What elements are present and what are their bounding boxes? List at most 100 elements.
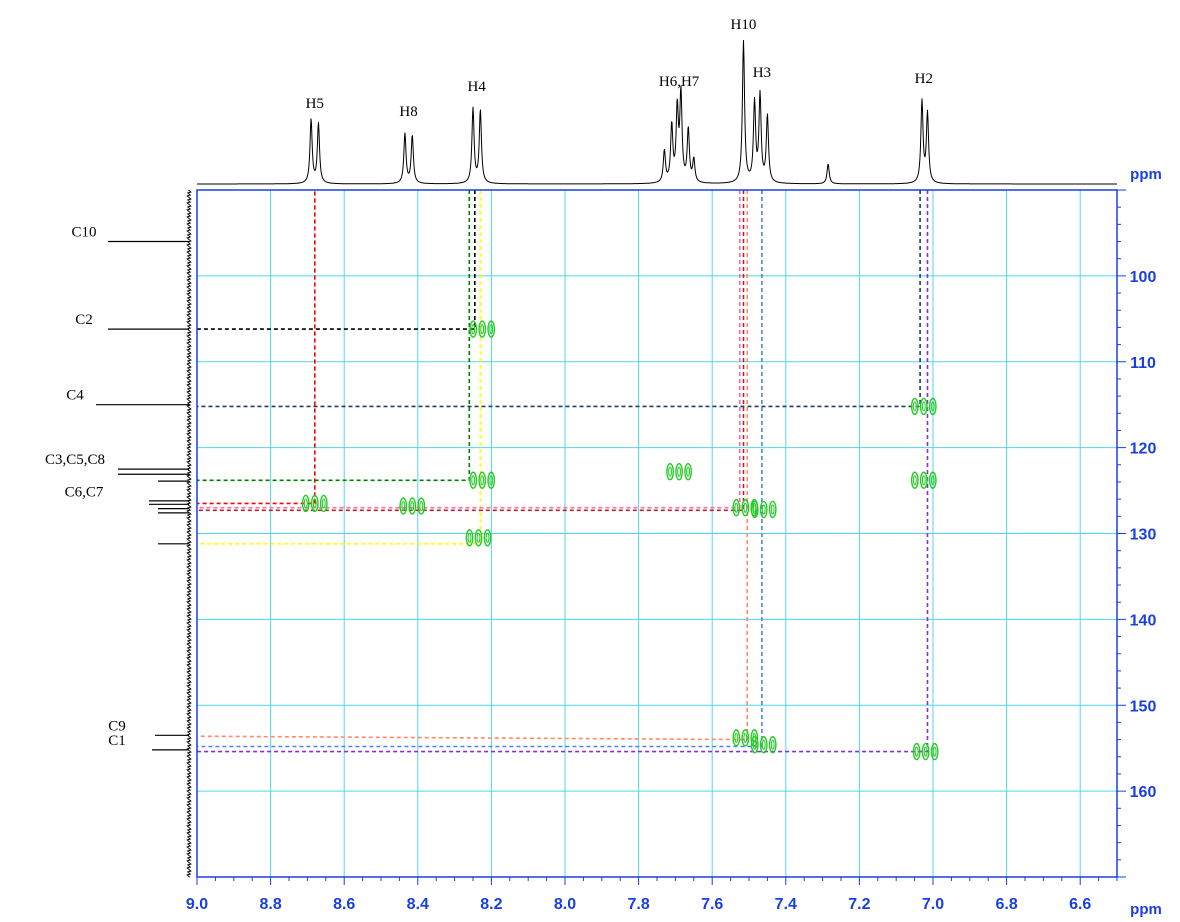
x-tick-label: 8.6	[333, 896, 355, 913]
x-tick-label: 7.2	[848, 896, 870, 913]
y-tick-label: 110	[1130, 355, 1156, 372]
cross-peak-contour	[733, 730, 739, 746]
proton-spectrum: H5 H8 H4 H6,H7 H10 H3 H2	[197, 17, 1117, 184]
cross-peak-contour	[915, 747, 918, 756]
x-tick-label: 7.8	[627, 896, 649, 913]
proton-peak-label: H5	[306, 96, 324, 112]
cross-peak-contour	[304, 499, 307, 508]
cross-peak-contour	[472, 476, 475, 485]
carbon-peak-label: C3,C5,C8	[45, 452, 105, 468]
cross-peak-contour	[321, 495, 327, 511]
cross-peak-contour	[685, 464, 691, 480]
y-tick-label: 100	[1130, 269, 1157, 286]
cross-peak-contour	[468, 533, 471, 542]
proton-peak-label: H6,H7	[659, 74, 700, 90]
carbon-peak-label: C2	[75, 312, 93, 328]
cross-peak-contour	[913, 402, 916, 411]
cross-peak-contour	[753, 740, 756, 749]
proton-peak-label: H4	[468, 79, 487, 95]
cross-peak-contour	[771, 740, 774, 749]
y-tick-label: 160	[1130, 784, 1157, 801]
correlation-line	[197, 190, 480, 544]
x-tick-label: 7.4	[775, 896, 797, 913]
cross-peak-contour	[735, 733, 738, 742]
grid	[197, 190, 1117, 877]
cross-peak-contour	[411, 502, 414, 511]
cross-peak-contour	[744, 733, 747, 742]
correlation-line	[197, 190, 475, 329]
cross-peak-contour	[770, 501, 776, 517]
cross-peak-contour	[477, 533, 480, 542]
x-tick-label: 8.4	[407, 896, 429, 913]
cross-peak-contour	[669, 467, 672, 476]
correlation-lines	[197, 190, 928, 752]
carbon-peak-label: C4	[66, 388, 84, 404]
cross-peak-contour	[481, 476, 484, 485]
cross-peak-contour	[420, 502, 423, 511]
cross-peak-contour	[470, 472, 476, 488]
contours	[303, 321, 938, 760]
y-tick-label: 120	[1130, 441, 1157, 458]
cross-peak-contour	[762, 740, 765, 749]
y-tick-label: 130	[1130, 527, 1157, 544]
cross-peak-contour	[912, 472, 918, 488]
cross-peak-contour	[771, 505, 774, 514]
x-tick-label: 8.2	[480, 896, 502, 913]
proton-peak-label: H8	[399, 104, 417, 120]
correlation-line	[197, 190, 928, 752]
cross-peak-contour	[409, 498, 415, 514]
cross-peak-contour	[921, 398, 927, 414]
cross-peak-contour	[676, 464, 682, 480]
cross-peak-contour	[678, 467, 681, 476]
cross-peak-contour	[322, 499, 325, 508]
cross-peak-contour	[770, 737, 776, 753]
carbon-peak-label: C6,C7	[65, 485, 104, 501]
x-tick-label: 6.6	[1069, 896, 1091, 913]
cross-peak-contour	[687, 467, 690, 476]
proton-peak-label: H2	[915, 71, 933, 87]
correlation-line	[197, 190, 762, 747]
proton-trace	[197, 40, 1117, 184]
x-tick-label: 7.6	[701, 896, 723, 913]
cross-peak-contour	[921, 472, 927, 488]
x-tick-label: 8.8	[259, 896, 281, 913]
cross-peak-contour	[484, 530, 490, 546]
x-tick-label: 8.0	[554, 896, 576, 913]
cross-peak-contour	[400, 498, 406, 514]
cross-peak-contour	[479, 321, 485, 337]
proton-peak-label: H3	[753, 65, 771, 81]
cross-peak-contour	[735, 503, 738, 512]
x-tick-label: 6.8	[995, 896, 1017, 913]
cross-peak-contour	[762, 505, 765, 514]
y-tick-label: 140	[1130, 612, 1157, 629]
carbon-peak-label: C1	[108, 733, 126, 749]
cross-peak-contour	[475, 530, 481, 546]
y-unit-label: ppm	[1130, 166, 1162, 183]
cross-peak-contour	[481, 325, 484, 334]
carbon-trace	[187, 190, 191, 877]
cross-peak-contour	[922, 402, 925, 411]
correlation-line	[197, 190, 747, 740]
axes: 9.0 8.8 8.6 8.4 8.2 8.0 7.8 7.6 7.4 7.2 7.0 6.8 6.6 1…	[186, 190, 1157, 913]
cross-peak-contour	[761, 501, 767, 517]
cross-peak-contour	[913, 476, 916, 485]
y-tick-label: 150	[1130, 698, 1157, 715]
correlation-line	[197, 190, 740, 508]
correlation-line	[197, 190, 469, 480]
correlation-line	[197, 190, 315, 503]
proton-peak-label: H10	[731, 17, 757, 33]
x-tick-label: 7.0	[922, 896, 944, 913]
correlation-line	[197, 190, 920, 406]
cross-peak-contour	[744, 503, 747, 512]
carbon-peak-label: C10	[71, 225, 96, 241]
correlation-line	[197, 190, 744, 510]
cross-peak-contour	[402, 502, 405, 511]
cross-peak-contour	[933, 747, 936, 756]
cross-peak-contour	[667, 464, 673, 480]
cross-peak-contour	[931, 744, 937, 760]
x-tick-label: 9.0	[186, 896, 208, 913]
cross-peak-contour	[486, 533, 489, 542]
x-unit-label: ppm	[1130, 901, 1162, 918]
